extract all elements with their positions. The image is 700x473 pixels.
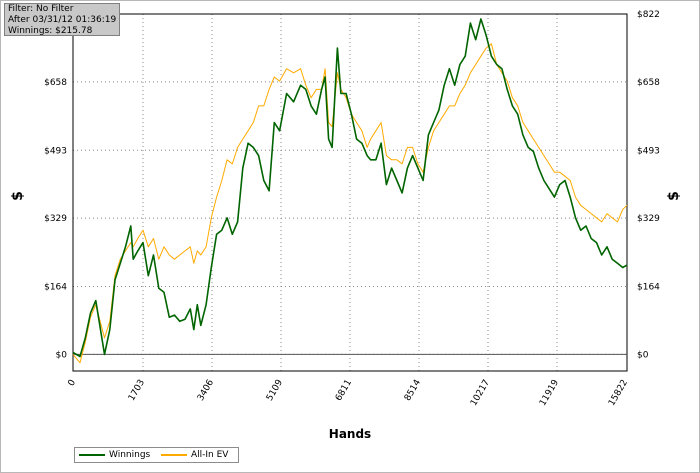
y-axis-label-left: $: [10, 191, 26, 201]
y-tick-label-right: $493: [637, 146, 660, 156]
y-tick-label-left: $493: [44, 146, 67, 156]
y-axis-label-right: $: [666, 191, 682, 201]
y-tick-label-right: $0: [637, 350, 649, 360]
legend-item-allin-ev: All-In EV: [161, 449, 228, 461]
x-tick-label: 10217: [469, 378, 492, 408]
x-tick-label: 11919: [538, 378, 561, 408]
winnings-text: Winnings: $215.78: [8, 26, 93, 36]
after-date-text: After 03/31/12 01:36:19: [8, 15, 117, 25]
x-tick-label: 8514: [403, 378, 423, 403]
filter-text: Filter: No Filter: [8, 4, 74, 14]
plot-area: [72, 13, 628, 372]
legend-label-winnings: Winnings: [109, 450, 151, 460]
y-tick-label-right: $329: [637, 214, 660, 224]
y-tick-label-left: $658: [44, 78, 67, 88]
y-tick-label-right: $658: [637, 78, 660, 88]
y-tick-label-left: $164: [44, 283, 67, 293]
y-tick-label-left: $329: [44, 214, 67, 224]
series-layer: [72, 18, 628, 364]
grid-layer: [73, 14, 627, 371]
legend-swatch-winnings: [79, 453, 105, 456]
y-tick-label-left: $0: [56, 350, 68, 360]
axis-layer: $0 $0 $164 $164 $329 $329 $493 $493 $658 $658 $822…: [44, 10, 660, 408]
x-tick-label: 6811: [334, 378, 354, 403]
x-tick-label: 1703: [127, 378, 147, 403]
y-tick-label-right: $822: [637, 10, 660, 20]
x-axis-label: Hands: [329, 427, 371, 441]
x-tick-label: 3406: [196, 378, 216, 403]
series-line-winnings: [72, 18, 628, 358]
chart-legend: Winnings All-In EV: [74, 447, 239, 463]
y-tick-label-right: $164: [637, 283, 660, 293]
x-tick-label: 15822: [607, 378, 630, 408]
x-tick-label: 0: [67, 378, 79, 388]
legend-item-winnings: Winnings: [79, 449, 150, 461]
legend-swatch-allin-ev: [161, 453, 187, 456]
legend-label-allin-ev: All-In EV: [191, 450, 229, 460]
x-tick-label: 5109: [265, 378, 285, 403]
filter-info-box: Filter: No Filter After 03/31/12 01:36:1…: [4, 3, 120, 36]
